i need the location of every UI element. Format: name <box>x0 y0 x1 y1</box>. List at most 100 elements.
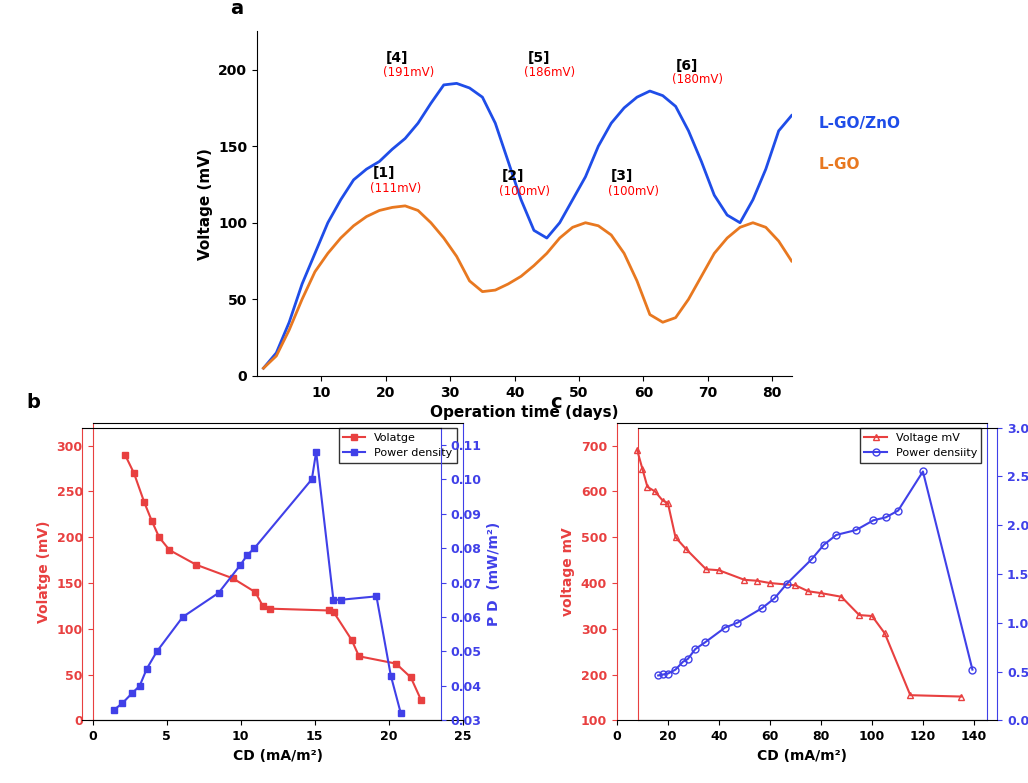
Line: Volatge: Volatge <box>110 456 404 704</box>
Power densiity <box>917 467 929 476</box>
Power densiity <box>662 669 674 678</box>
Voltage mV <box>917 691 929 700</box>
Volatge <box>134 519 146 529</box>
Power density <box>384 671 397 680</box>
Power densiity <box>676 657 689 666</box>
Text: [6]: [6] <box>675 59 698 73</box>
Power density <box>370 592 382 601</box>
Volatge <box>384 673 397 683</box>
Power densiity <box>868 515 880 525</box>
Power density <box>327 595 339 604</box>
Volatge <box>177 562 189 572</box>
Voltage mV <box>756 577 768 586</box>
Text: [1]: [1] <box>373 166 396 180</box>
Text: [3]: [3] <box>612 169 633 183</box>
X-axis label: CD (mA/m²): CD (mA/m²) <box>773 749 862 763</box>
Power density <box>310 447 323 456</box>
Power densiity <box>892 506 905 515</box>
Text: c: c <box>574 398 585 417</box>
Power densiity <box>850 525 862 535</box>
X-axis label: Operation time (days): Operation time (days) <box>430 405 619 420</box>
Power densiity <box>731 618 743 627</box>
Voltage mV <box>780 580 793 590</box>
Volatge <box>234 590 247 599</box>
Line: Voltage mV: Voltage mV <box>655 451 976 701</box>
Text: a: a <box>230 0 244 18</box>
Voltage mV <box>868 612 880 622</box>
Volatge <box>370 660 382 669</box>
Line: Power density: Power density <box>110 448 404 717</box>
Voltage mV <box>689 536 701 545</box>
Power densiity <box>831 530 843 539</box>
X-axis label: CD (mA/m²): CD (mA/m²) <box>217 749 306 763</box>
Power densiity <box>818 540 831 550</box>
Volatge <box>151 548 163 557</box>
Power densiity <box>699 637 711 647</box>
Power density <box>151 647 163 656</box>
Power density <box>126 688 139 698</box>
Power densiity <box>657 669 669 679</box>
Power density <box>108 705 120 715</box>
Y-axis label: Volatge (mV): Volatge (mV) <box>37 523 51 625</box>
Volatge <box>108 454 120 464</box>
Voltage mV <box>880 613 892 622</box>
Legend: Voltage mV, Power densiity: Voltage mV, Power densiity <box>871 433 992 467</box>
Text: (100mV): (100mV) <box>499 185 550 198</box>
Text: [5]: [5] <box>527 51 550 65</box>
Power densiity <box>669 665 682 674</box>
Volatge <box>310 609 323 619</box>
Volatge <box>116 472 128 482</box>
Text: L-GO: L-GO <box>818 157 859 172</box>
Power density <box>334 595 346 604</box>
Y-axis label: Voltage (mV): Voltage (mV) <box>197 148 213 259</box>
Voltage mV <box>966 692 979 702</box>
Text: (191mV): (191mV) <box>382 66 434 79</box>
Power densiity <box>880 513 892 522</box>
Volatge <box>141 536 153 545</box>
Text: [2]: [2] <box>502 169 524 183</box>
Power density <box>305 474 318 484</box>
Voltage mV <box>831 590 843 600</box>
Voltage mV <box>699 547 711 556</box>
Voltage mV <box>682 502 694 511</box>
Power densiity <box>719 623 731 633</box>
Power density <box>141 664 153 673</box>
Voltage mV <box>818 589 831 598</box>
Power densiity <box>768 594 780 603</box>
Power density <box>177 612 189 622</box>
Voltage mV <box>676 500 689 509</box>
Text: (186mV): (186mV) <box>524 66 576 79</box>
Line: Power densiity: Power densiity <box>655 468 976 679</box>
Voltage mV <box>850 594 862 604</box>
Volatge <box>305 608 318 617</box>
Voltage mV <box>669 490 682 500</box>
Power densiity <box>756 604 768 613</box>
Volatge <box>242 603 254 612</box>
Power density <box>242 550 254 560</box>
Voltage mV <box>892 630 905 640</box>
Volatge <box>213 576 225 586</box>
Voltage mV <box>731 568 743 577</box>
Voltage mV <box>652 450 664 460</box>
Power density <box>249 543 261 553</box>
Power densiity <box>966 665 979 674</box>
Power density <box>234 561 247 570</box>
Power density <box>395 709 407 718</box>
Volatge <box>126 501 139 511</box>
Voltage mV <box>719 567 731 576</box>
Text: (111mV): (111mV) <box>370 182 420 195</box>
Text: L-GO/ZnO: L-GO/ZnO <box>818 116 901 131</box>
Power densiity <box>780 579 793 588</box>
Volatge <box>249 606 261 615</box>
Power densiity <box>805 554 817 564</box>
Voltage mV <box>657 468 669 478</box>
Voltage mV <box>768 579 780 588</box>
Voltage mV <box>805 583 817 592</box>
Power density <box>116 698 128 708</box>
Power densiity <box>652 671 664 680</box>
Power densiity <box>682 654 694 663</box>
Voltage mV <box>662 486 674 496</box>
Power density <box>213 588 225 597</box>
Text: [4]: [4] <box>386 51 408 65</box>
Y-axis label: voltage mV: voltage mV <box>561 529 576 619</box>
